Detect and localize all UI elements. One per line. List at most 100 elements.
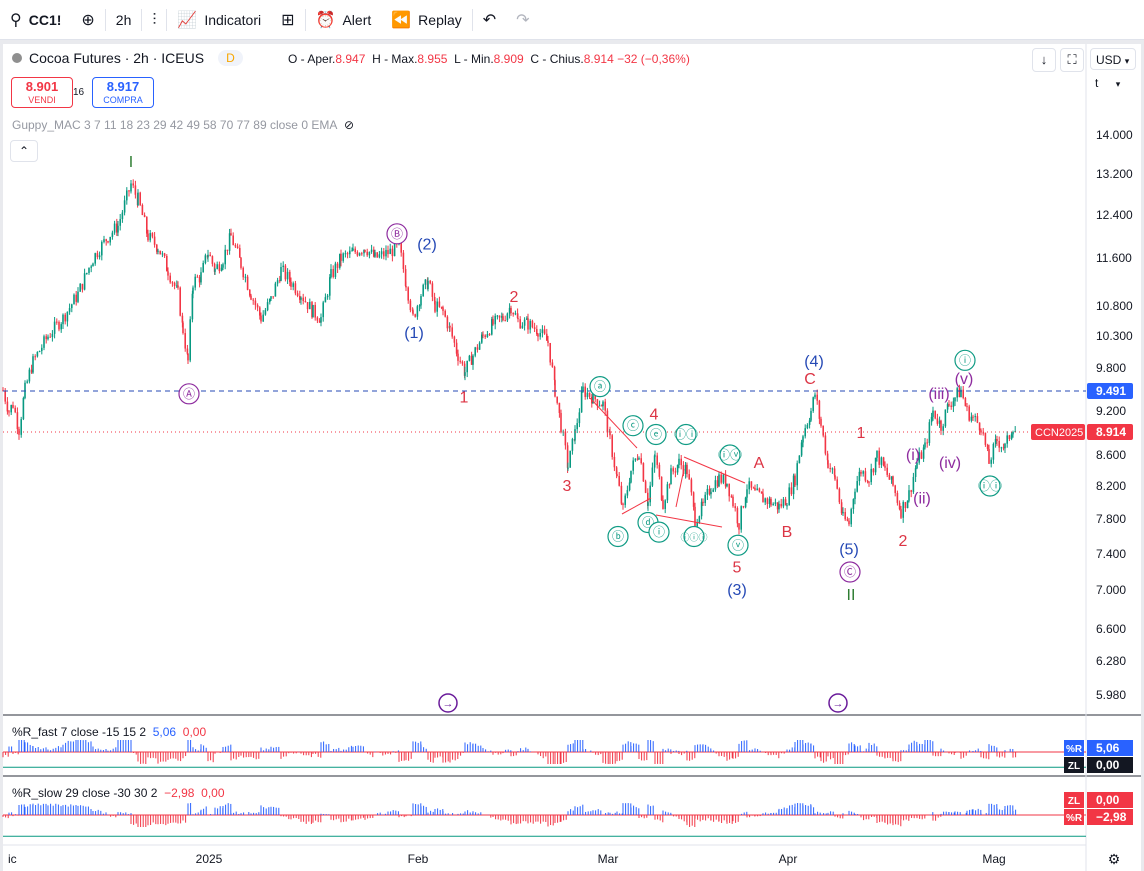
- buy-button[interactable]: 8.917 COMPRA: [92, 77, 154, 108]
- wave-label: 3: [563, 478, 572, 495]
- candle-body: [446, 316, 449, 329]
- candle-body: [684, 464, 687, 474]
- replay-button[interactable]: ⏪ Replay: [381, 0, 472, 40]
- candle-body: [549, 342, 551, 363]
- candle-body: [440, 306, 443, 308]
- candle-body: [1012, 431, 1014, 435]
- price-tick-label: 14.000: [1096, 128, 1133, 142]
- symbol-search[interactable]: ⚲ CC1!: [0, 0, 71, 40]
- layouts-button[interactable]: ⊞: [271, 0, 304, 40]
- candle-body: [409, 300, 412, 311]
- candle-body: [137, 192, 139, 206]
- interval-button[interactable]: 2h: [106, 0, 142, 40]
- indicator-tag-value: 5,06: [1096, 741, 1120, 755]
- candle-body: [854, 491, 856, 500]
- candle-body: [880, 457, 883, 465]
- symbol-logo: [12, 53, 22, 63]
- candle-body: [706, 488, 709, 495]
- candle-body: [547, 340, 549, 343]
- candle-body: [756, 488, 758, 491]
- candle-body: [566, 445, 569, 468]
- candle-body: [157, 250, 159, 252]
- guppy-indicator-legend[interactable]: Guppy_MAC 3 7 11 18 23 29 42 49 58 70 77…: [12, 118, 354, 132]
- candle-body: [400, 243, 402, 253]
- ohlc-legend: O - Aper.8.947 H - Max.8.955 L - Min.8.9…: [288, 52, 690, 66]
- candle-body: [820, 418, 822, 426]
- currency-label: USD: [1096, 53, 1122, 67]
- candle-body: [508, 307, 511, 314]
- candle-body: [904, 502, 907, 509]
- candle-body: [628, 482, 631, 491]
- price-tick-label: 11.600: [1096, 251, 1132, 265]
- candle-body: [866, 480, 869, 482]
- candle-body: [476, 347, 479, 350]
- candle-body: [906, 500, 909, 509]
- candle-body: [553, 366, 556, 381]
- chevron-up-icon: ⌃: [18, 144, 30, 158]
- candle-body: [750, 481, 753, 488]
- candle-body: [209, 254, 211, 257]
- candle-body: [98, 255, 101, 258]
- candle-body: [339, 253, 341, 268]
- candle-body: [586, 392, 589, 397]
- candle-body: [924, 442, 926, 448]
- candle-body: [624, 495, 626, 505]
- wave-label: 2: [899, 533, 908, 550]
- alert-button[interactable]: ⏰ Alert: [306, 0, 382, 40]
- alarm-clock-icon: ⏰: [315, 10, 336, 29]
- candle-body: [36, 351, 39, 357]
- candle-body: [45, 336, 47, 340]
- indicator-tag-name-bg: [1064, 792, 1084, 808]
- redo-icon: ↷: [516, 10, 530, 29]
- candle-body: [28, 369, 31, 382]
- unit-select[interactable]: t ▾: [1095, 76, 1120, 90]
- candle-body: [928, 422, 931, 443]
- chart-title[interactable]: Cocoa Futures · 2h · ICEUS D: [12, 50, 243, 66]
- candle-body: [361, 253, 363, 255]
- price-tick-label: 13.200: [1096, 167, 1133, 181]
- candle-body: [192, 287, 194, 294]
- wave-label: 2: [510, 289, 519, 306]
- candle-body: [344, 253, 347, 255]
- candle-body: [239, 248, 241, 258]
- guppy-indicator-text: Guppy_MAC 3 7 11 18 23 29 42 49 58 70 77…: [12, 118, 337, 132]
- scroll-down-button[interactable]: ↓: [1032, 48, 1056, 72]
- wave-label: 1: [857, 425, 866, 442]
- candle-body: [41, 347, 43, 352]
- candle-body: [304, 301, 307, 303]
- high-label: H - Max.: [372, 52, 418, 66]
- symbol-label: CC1!: [28, 11, 62, 28]
- candle-body: [946, 404, 949, 410]
- candle-body: [702, 501, 704, 504]
- candle-body: [718, 474, 720, 487]
- chart-type-button[interactable]: ⫶: [142, 0, 166, 40]
- candle-body: [698, 516, 701, 523]
- open-label: O - Aper.: [288, 52, 336, 66]
- candle-body: [177, 285, 179, 288]
- r-fast-legend[interactable]: %R_fast 7 close -15 15 2 5,06 0,00: [12, 725, 206, 739]
- wave-label-circle: [727, 534, 749, 556]
- candle-body: [976, 416, 979, 423]
- candle-body: [1010, 434, 1013, 439]
- candle-body: [596, 399, 599, 406]
- price-level-label: 9.491: [1096, 384, 1126, 398]
- fullscreen-button[interactable]: ⛶: [1060, 48, 1084, 72]
- r-slow-legend[interactable]: %R_slow 29 close -30 30 2 −2,98 0,00: [12, 786, 225, 800]
- candle-body: [4, 390, 6, 402]
- candle-body: [878, 450, 880, 465]
- price-tick-label: 12.400: [1096, 208, 1133, 222]
- data-badge[interactable]: D: [218, 50, 243, 66]
- eye-hidden-icon[interactable]: ⊘: [344, 118, 355, 132]
- sell-button[interactable]: 8.901 VENDI: [11, 77, 73, 108]
- redo-button[interactable]: ↷: [506, 0, 539, 40]
- chart-panel[interactable]: [3, 44, 1141, 871]
- collapse-legend-button[interactable]: ⌃: [10, 140, 38, 162]
- currency-select[interactable]: USD ▾: [1090, 48, 1136, 70]
- candle-body: [274, 283, 277, 297]
- add-symbol-button[interactable]: ⊕: [71, 0, 104, 40]
- undo-button[interactable]: ↶: [473, 0, 506, 40]
- candle-body: [14, 407, 16, 413]
- candle-body: [531, 320, 534, 328]
- indicators-button[interactable]: 📈 Indicatori: [167, 0, 271, 40]
